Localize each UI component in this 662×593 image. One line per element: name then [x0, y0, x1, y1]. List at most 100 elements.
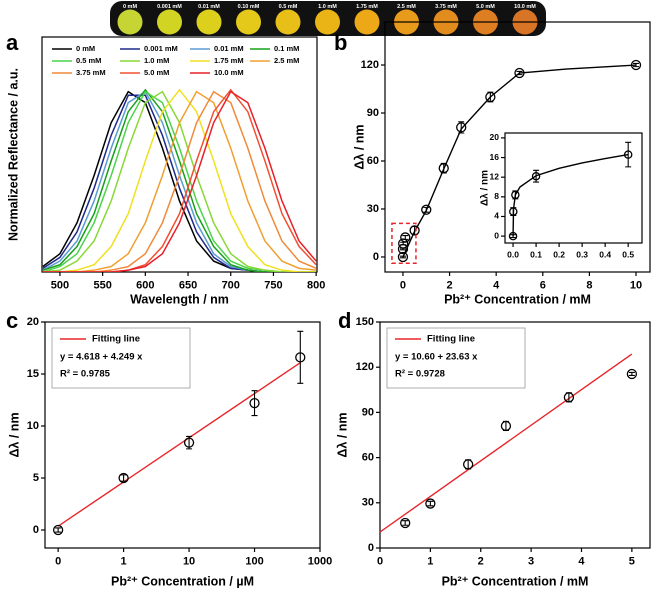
y-tick-label: 0 — [33, 524, 39, 536]
x-tick-label: 100 — [245, 556, 263, 568]
spectrum-line — [42, 90, 317, 272]
y-axis-label: Normalized Reflectance / a.u. — [6, 68, 20, 241]
y-tick-label: 12 — [490, 171, 500, 181]
data-point — [409, 225, 420, 236]
error-bar — [423, 206, 430, 213]
spectrum-line — [42, 90, 317, 272]
spectrum-line — [42, 88, 317, 272]
x-tick-label: 2 — [478, 556, 484, 568]
spectrum-line — [42, 90, 317, 272]
x-tick-label: 0.0 — [507, 249, 519, 259]
x-tick-label: 0.2 — [553, 249, 565, 259]
color-swatch — [315, 9, 340, 35]
x-axis-label: Pb²⁺ Concentration / µM — [111, 574, 254, 588]
x-tick-label: 10 — [183, 556, 195, 568]
error-bar — [120, 474, 127, 482]
legend-label: 0.5 mM — [76, 56, 101, 65]
swatch-label: 0.10 mM — [238, 4, 260, 10]
panel-letter: c — [6, 308, 18, 333]
data-point — [463, 459, 474, 470]
legend-label: 1.0 mM — [144, 56, 169, 65]
y-tick-label: 90 — [362, 406, 374, 418]
error-bar — [400, 241, 407, 246]
x-tick-label: 4 — [493, 280, 500, 292]
x-tick-label: 8 — [586, 280, 592, 292]
data-point — [400, 517, 411, 529]
spectrum-line — [42, 90, 317, 272]
data-point — [52, 524, 64, 536]
data-point — [626, 368, 638, 380]
error-bar — [458, 121, 465, 134]
legend-label: 3.75 mM — [76, 68, 106, 77]
error-bar — [297, 330, 304, 384]
error-bar — [502, 420, 509, 432]
color-swatch — [236, 9, 261, 35]
error-bar — [251, 390, 258, 417]
legend-label: 0.1 mM — [274, 44, 299, 53]
data-point — [397, 251, 409, 263]
plot-frame — [44, 321, 321, 549]
color-swatch — [354, 9, 380, 35]
data-point — [118, 472, 129, 484]
error-bar — [628, 371, 635, 377]
x-tick-label: 500 — [51, 280, 69, 292]
x-tick-label: 5 — [629, 556, 635, 568]
data-point — [183, 437, 195, 448]
highlight-box — [391, 222, 417, 264]
data-point — [563, 392, 575, 403]
legend-label: 2.5 mM — [274, 56, 299, 65]
y-tick-label: 60 — [362, 452, 374, 464]
x-tick-label: 650 — [179, 280, 197, 292]
swatch-label: 1.75 mM — [356, 4, 378, 10]
x-tick-label: 0.4 — [599, 249, 611, 259]
x-tick-label: 700 — [222, 280, 240, 292]
error-bar — [427, 500, 434, 507]
x-tick-label: 10 — [630, 280, 642, 292]
error-bar — [516, 70, 523, 76]
swatch-label: 5.0 mM — [476, 4, 495, 10]
swatch-label: 3.75 mM — [435, 4, 457, 10]
error-bar — [510, 234, 517, 239]
legend-box — [386, 327, 526, 389]
y-tick-label: 20 — [27, 316, 39, 328]
y-tick-label: 0 — [368, 542, 374, 554]
data-point — [623, 150, 633, 159]
fit-r-squared: R² = 0.9785 — [60, 369, 111, 380]
error-bar — [402, 520, 409, 526]
legend-label: 10.0 mM — [214, 68, 244, 77]
y-tick-label: 5 — [33, 472, 39, 484]
y-tick-label: 0 — [373, 251, 379, 263]
swatch-label: 0 mM — [123, 4, 137, 10]
data-point — [425, 498, 436, 509]
panel-letter: b — [334, 30, 347, 55]
data-point — [508, 231, 518, 241]
error-bar — [399, 255, 406, 259]
x-axis-label: Pb²⁺ Concentration / mM — [444, 292, 591, 306]
plot-frame — [41, 36, 318, 273]
data-point — [249, 397, 260, 409]
swatch-label: 10.0 mM — [514, 4, 536, 10]
legend-label: Fitting line — [427, 334, 475, 345]
y-tick-label: 150 — [356, 316, 374, 328]
y-tick-label: 15 — [27, 368, 39, 380]
y-tick-label: 30 — [362, 497, 374, 509]
x-tick-label: 550 — [93, 280, 111, 292]
x-tick-label: 0 — [400, 280, 406, 292]
data-point — [400, 232, 411, 243]
error-bar — [402, 234, 409, 240]
fit-line — [512, 153, 629, 237]
data-point — [511, 190, 520, 200]
fit-line — [379, 353, 633, 533]
legend-label: 0 mM — [76, 44, 95, 53]
data-point — [514, 67, 525, 79]
plot-frame — [504, 132, 643, 244]
fit-r-squared: R² = 0.9728 — [395, 369, 445, 380]
y-tick-label: 4 — [494, 211, 499, 221]
color-swatch — [196, 9, 222, 35]
data-point — [421, 204, 432, 215]
x-tick-label: 1 — [427, 556, 433, 568]
x-tick-label: 2 — [446, 280, 452, 292]
y-axis-label: Δλ / nm — [335, 412, 349, 457]
color-swatch — [157, 9, 182, 35]
